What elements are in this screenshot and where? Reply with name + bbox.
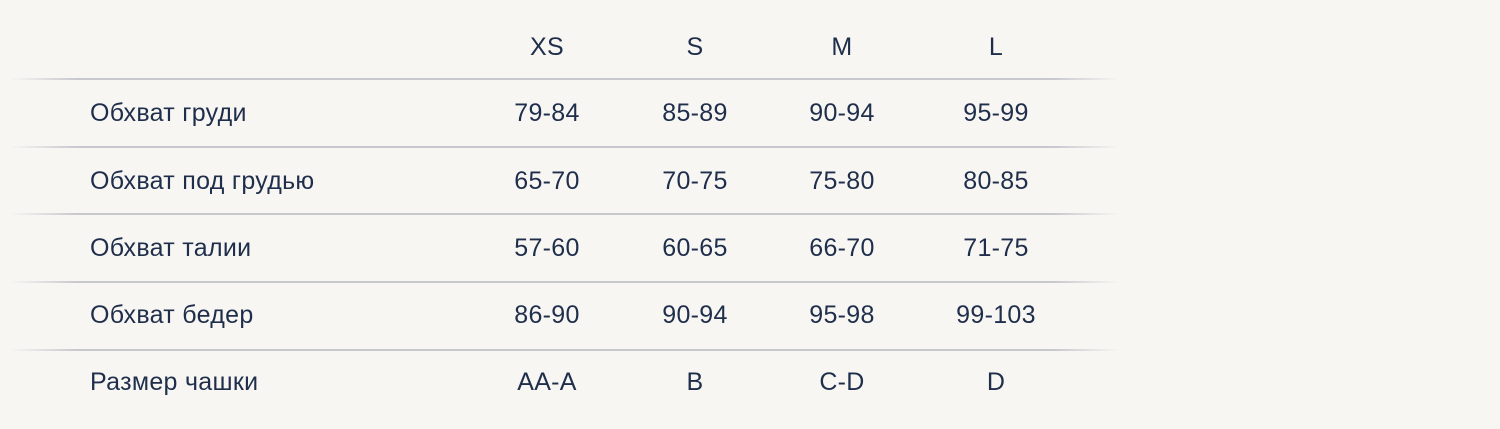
table-row: Обхват талии 57-60 60-65 66-70 71-75 [0, 215, 1130, 282]
cell-xs: 57-60 [514, 234, 580, 262]
cell-m: 66-70 [809, 234, 875, 262]
header-xs: XS [530, 33, 564, 61]
header-l: L [988, 33, 1004, 61]
cell-l: 71-75 [963, 234, 1029, 262]
cell-s: 60-65 [662, 234, 728, 262]
cell-s: 70-75 [662, 167, 728, 195]
cell-s: 90-94 [662, 301, 728, 329]
table-row: Размер чашки AA-A B C-D D [0, 349, 1130, 416]
row-label: Обхват под грудью [90, 167, 315, 195]
cell-l: 99-103 [956, 301, 1036, 329]
cell-m: 75-80 [809, 167, 875, 195]
cell-m: 90-94 [809, 99, 875, 127]
row-label: Обхват груди [90, 99, 247, 127]
header-s: S [686, 33, 704, 61]
divider [10, 213, 1120, 215]
cell-m: C-D [819, 368, 865, 396]
cell-s: 85-89 [662, 99, 728, 127]
header-m: M [831, 33, 853, 61]
cell-xs: 65-70 [514, 167, 580, 195]
divider [10, 78, 1120, 80]
row-label: Размер чашки [90, 368, 259, 396]
cell-l: D [986, 368, 1006, 396]
cell-xs: AA-A [517, 368, 577, 396]
table-row: Обхват бедер 86-90 90-94 95-98 99-103 [0, 282, 1130, 349]
cell-xs: 79-84 [514, 99, 580, 127]
divider [10, 146, 1120, 148]
table-row: Обхват под грудью 65-70 70-75 75-80 80-8… [0, 148, 1130, 215]
cell-s: B [686, 368, 704, 396]
header-row: XS S M L [0, 14, 1130, 81]
cell-m: 95-98 [809, 301, 875, 329]
divider [10, 281, 1120, 283]
cell-l: 80-85 [963, 167, 1029, 195]
row-label: Обхват бедер [90, 301, 254, 329]
cell-xs: 86-90 [514, 301, 580, 329]
row-label: Обхват талии [90, 234, 252, 262]
divider [10, 349, 1120, 351]
cell-l: 95-99 [963, 99, 1029, 127]
table-row: Обхват груди 79-84 85-89 90-94 95-99 [0, 80, 1130, 147]
